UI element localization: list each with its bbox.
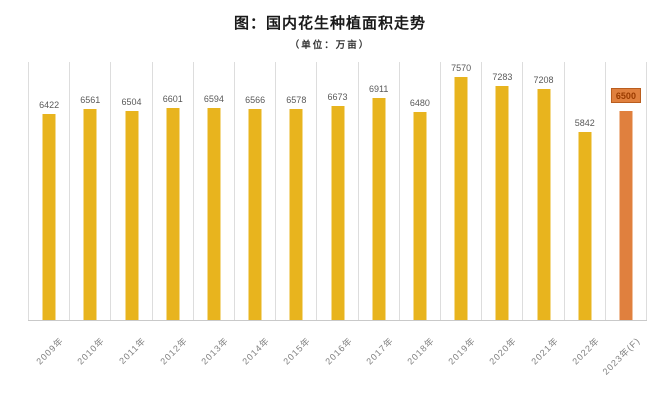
bar-column: 7570 2019年 (440, 62, 481, 367)
bar (454, 77, 468, 320)
x-axis-label: 2010年 (75, 335, 107, 367)
bar-value-label: 6504 (121, 97, 142, 107)
bar-value-label: 7208 (533, 75, 554, 85)
bar-value-label: 6422 (39, 100, 60, 110)
bar-value-label: 6601 (162, 94, 183, 104)
forecast-value-label: 6500 (610, 88, 641, 103)
bar-column: 6673 2016年 (316, 62, 357, 367)
x-axis-label: 2021年 (528, 335, 561, 367)
x-axis-label: 2012年 (158, 335, 190, 367)
forecast-bar (619, 111, 633, 320)
bar (166, 108, 180, 320)
bar-value-label: 6673 (327, 92, 348, 102)
bar-column: 7283 2020年 (481, 62, 522, 367)
x-axis-label: 2022年 (570, 335, 602, 367)
bar-column: 7208 2021年 (522, 62, 563, 367)
x-axis-label: 2018年 (405, 335, 437, 367)
bar-column: 6561 2010年 (69, 62, 110, 367)
x-axis-label: 2009年 (34, 335, 66, 367)
bar (495, 86, 509, 320)
bar-column: 5842 2022年 (563, 62, 605, 367)
bar-value-label: 6480 (409, 98, 430, 108)
bar-value-label: 6566 (245, 95, 266, 105)
bar (248, 109, 262, 320)
bar-column: 6601 2012年 (151, 62, 193, 367)
bar-column: 6422 2009年 (28, 62, 69, 367)
x-axis-label: 2013年 (199, 335, 231, 367)
bar (331, 106, 345, 320)
bar-value-label: 7283 (492, 72, 513, 82)
x-axis-label: 2014年 (240, 335, 272, 367)
bar-column: 6594 2013年 (192, 62, 234, 367)
x-axis-label: 2023年(F) (601, 335, 643, 377)
bar-column: 6911 2017年 (357, 62, 399, 367)
x-axis-label: 2017年 (364, 335, 396, 367)
bar-value-label: 6561 (80, 95, 101, 105)
bar (372, 98, 386, 320)
chart-subtitle: （单位：万亩） (289, 40, 371, 51)
x-axis-label: 2015年 (281, 335, 313, 367)
bar-column: 6578 2015年 (275, 62, 316, 367)
bar (578, 132, 592, 320)
bar-column: 6566 2014年 (234, 62, 275, 367)
bar-value-label: 6578 (286, 95, 307, 105)
bar (537, 89, 551, 320)
bar-column: 6500 2023年(F) (601, 62, 648, 377)
x-axis-label: 2011年 (117, 335, 149, 367)
bar (207, 108, 221, 320)
bar-value-label: 7570 (451, 63, 472, 73)
x-axis-label: 2016年 (322, 335, 355, 367)
bar (42, 114, 56, 320)
chart-title: 图：国内花生种植面积走势 (233, 15, 426, 32)
bar-column: 6480 2018年 (398, 62, 440, 367)
bar-value-label: 6594 (203, 94, 224, 104)
bar (289, 109, 303, 320)
bar (413, 112, 427, 320)
plot-area: 6422 2009年 6561 2010年 6504 2011年 6601 2012年 6594… (28, 62, 648, 377)
x-axis-label: 2020年 (487, 335, 519, 367)
bar (83, 109, 97, 320)
bar-value-label: 5842 (574, 118, 595, 128)
bar-column: 6504 2011年 (110, 62, 151, 366)
bar-value-label: 6911 (369, 84, 389, 94)
bar (125, 111, 138, 320)
x-axis-label: 2019年 (446, 335, 478, 367)
